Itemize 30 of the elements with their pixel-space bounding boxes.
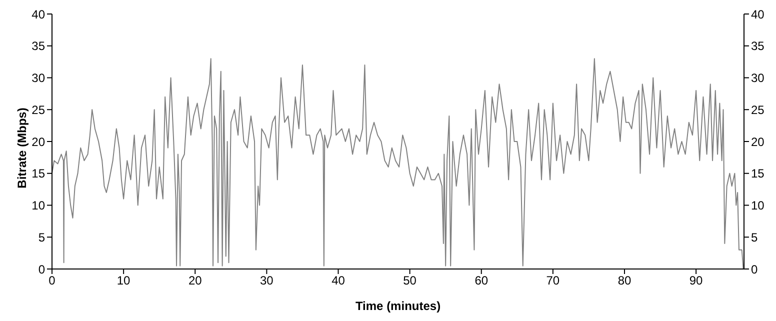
y-tick-label: 25 bbox=[32, 102, 46, 117]
x-tick-label: 40 bbox=[332, 274, 346, 288]
x-tick-label: 80 bbox=[618, 274, 632, 288]
x-tick-label: 60 bbox=[474, 274, 488, 288]
y2-tick-label: 15 bbox=[751, 166, 765, 181]
x-axis-title: Time (minutes) bbox=[354, 299, 442, 313]
y2-tick-label: 20 bbox=[751, 134, 765, 149]
y-tick-label: 30 bbox=[32, 71, 46, 86]
x-tick-label: 10 bbox=[116, 274, 131, 288]
y2-tick-label: 5 bbox=[751, 230, 758, 244]
x-tick-label: 50 bbox=[403, 274, 417, 288]
y-tick-label: 40 bbox=[32, 7, 46, 22]
y2-tick-label: 0 bbox=[751, 262, 758, 276]
x-tick-label: 20 bbox=[188, 274, 202, 288]
y2-tick-label: 40 bbox=[751, 7, 765, 22]
y-tick-label: 5 bbox=[38, 230, 46, 244]
y-tick-label: 35 bbox=[32, 39, 46, 54]
y2-tick-label: 10 bbox=[751, 198, 765, 213]
y-tick-label: 10 bbox=[32, 198, 46, 213]
x-tick-label: 70 bbox=[546, 274, 560, 288]
y-tick-label: 20 bbox=[32, 134, 46, 149]
y-tick-label: 15 bbox=[32, 166, 46, 181]
x-tick-label: 30 bbox=[260, 274, 274, 288]
y-axis-title: Bitrate (Mbps) bbox=[15, 108, 29, 188]
y2-tick-label: 25 bbox=[751, 102, 765, 117]
x-tick-label: 90 bbox=[689, 274, 704, 288]
y-tick-label: 0 bbox=[38, 262, 46, 276]
y2-tick-label: 30 bbox=[751, 71, 765, 86]
x-tick-label: 0 bbox=[48, 274, 56, 288]
y2-tick-label: 35 bbox=[751, 39, 765, 54]
